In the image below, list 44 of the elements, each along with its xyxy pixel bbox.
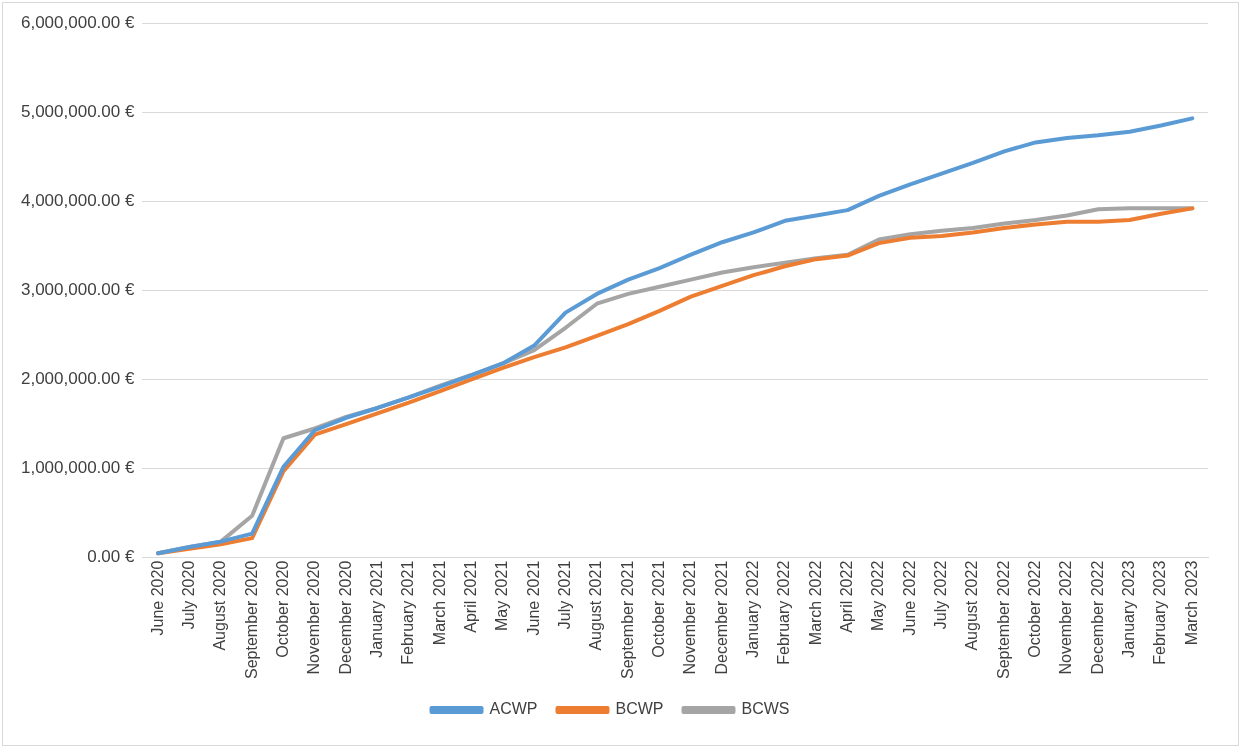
x-tick-label: March 2021: [430, 560, 448, 646]
y-tick-label: 4,000,000.00 €: [20, 190, 135, 210]
x-tick-label: May 2021: [493, 560, 511, 631]
y-tick-label: 3,000,000.00 €: [20, 280, 135, 300]
x-tick-label: December 2022: [1088, 560, 1106, 675]
y-tick-label: 0.00 €: [87, 547, 135, 567]
x-tick-label: February 2022: [775, 560, 793, 665]
x-tick-label: November 2021: [681, 560, 699, 675]
legend-label: ACWP: [489, 700, 538, 718]
legend-label: BCWS: [741, 700, 790, 718]
x-tick-label: July 2021: [555, 560, 573, 630]
x-tick-label: March 2022: [806, 560, 824, 646]
x-tick-label: June 2021: [524, 560, 542, 636]
legend-label: BCWP: [615, 700, 664, 718]
x-tick-label: September 2020: [242, 560, 260, 680]
x-tick-label: August 2021: [587, 560, 605, 651]
x-tick-label: October 2020: [273, 560, 291, 658]
x-tick-label: March 2023: [1182, 560, 1200, 646]
x-tick-label: January 2023: [1120, 560, 1138, 658]
x-tick-label: July 2022: [932, 560, 950, 630]
x-tick-label: April 2022: [838, 560, 855, 633]
y-tick-label: 2,000,000.00 €: [20, 369, 135, 389]
y-tick-label: 6,000,000.00 €: [20, 12, 135, 32]
x-tick-label: January 2022: [743, 560, 761, 658]
x-tick-label: January 2021: [367, 560, 385, 658]
x-tick-label: November 2020: [305, 560, 323, 675]
x-tick-label: October 2022: [1026, 560, 1044, 658]
x-tick-label: May 2022: [869, 560, 887, 631]
x-tick-label: August 2020: [211, 560, 229, 651]
x-tick-label: December 2021: [712, 560, 730, 675]
x-tick-label: August 2022: [963, 560, 981, 651]
x-tick-label: September 2022: [994, 560, 1012, 680]
y-tick-label: 5,000,000.00 €: [20, 101, 135, 121]
x-tick-label: September 2021: [618, 560, 636, 680]
x-tick-label: June 2020: [148, 560, 166, 636]
x-tick-label: February 2023: [1151, 560, 1169, 665]
x-tick-label: February 2021: [399, 560, 417, 665]
x-tick-label: December 2020: [336, 560, 354, 675]
x-tick-label: November 2022: [1057, 560, 1075, 675]
x-tick-label: April 2021: [461, 560, 479, 633]
x-tick-label: July 2020: [179, 560, 197, 630]
x-tick-label: October 2021: [649, 560, 667, 658]
x-tick-label: June 2022: [900, 560, 918, 636]
y-tick-label: 1,000,000.00 €: [20, 458, 135, 478]
